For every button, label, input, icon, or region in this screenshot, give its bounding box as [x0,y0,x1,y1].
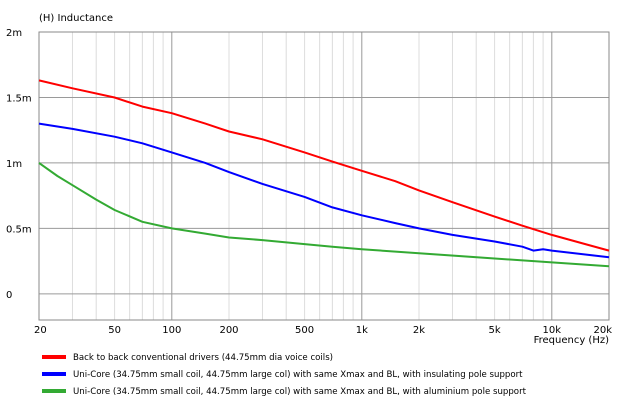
x-tick-label: 100 [162,325,181,336]
y-axis-label: (H) Inductance [39,13,113,24]
x-tick-label: 1k [356,325,368,336]
plot-frame [38,31,610,321]
x-axis-label: Frequency (Hz) [534,335,610,346]
x-tick-label: 500 [295,325,314,336]
x-tick-label: 5k [489,325,501,336]
series-line-3 [38,162,610,268]
y-tick-label: 1.5m [6,93,32,104]
x-tick-labels: 20 50 100 200 500 1k 2k 5k 10k 20k [34,325,612,336]
y-tick-label: 2m [6,28,22,39]
x-tick-label: 20k [593,325,612,336]
y-tick-labels: 2m 1.5m 1m 0.5m 0 [6,28,32,301]
legend-label-3: Uni-Core (34.75mm small coil, 44.75mm la… [73,387,527,397]
major-grid [39,31,609,320]
y-tick-label: 0.5m [6,224,32,235]
series-line-2 [38,122,610,259]
x-tick-label: 2k [413,325,425,336]
legend-label-1: Back to back conventional drivers (44.75… [73,353,333,363]
legend: Back to back conventional drivers (44.75… [42,353,527,397]
minor-grid [38,32,610,320]
legend-label-2: Uni-Core (34.75mm small coil, 44.75mm la… [73,370,523,380]
y-tick-label: 0 [6,290,12,301]
series-layer [38,79,610,268]
x-tick-label: 10k [543,325,562,336]
x-tick-label: 50 [108,325,121,336]
x-tick-label: 20 [34,325,47,336]
y-tick-label: 1m [6,159,22,170]
x-tick-label: 200 [219,325,238,336]
series-line-1 [38,79,610,252]
